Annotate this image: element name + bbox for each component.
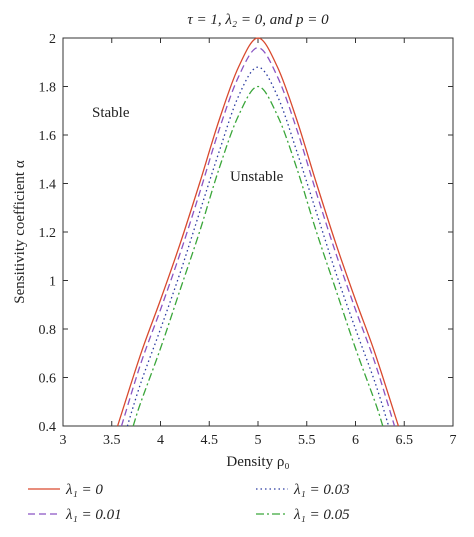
y-tick-label: 0.6 <box>39 372 57 387</box>
y-axis-title: Sensitivity coefficient α <box>12 160 28 304</box>
legend-label-2: λ₁ = 0.03 <box>293 482 350 498</box>
unstable-annotation: Unstable <box>230 169 284 185</box>
series-line-2 <box>126 66 390 427</box>
series-line-0 <box>116 37 400 427</box>
series-line-3 <box>132 85 384 427</box>
plot-area: 3 3.5 4 4.5 5 5.5 6 6.5 7 0.4 0.6 0.8 1 1.2 1.4 1.6 1.8… <box>39 32 457 448</box>
y-tick-label: 2 <box>49 32 56 47</box>
x-tick-label: 4.5 <box>201 433 219 448</box>
x-tick-label: 7 <box>450 433 457 448</box>
x-tick-label: 5 <box>255 433 262 448</box>
y-tick-label: 1.6 <box>39 129 57 144</box>
stable-annotation: Stable <box>92 105 130 121</box>
plot-frame <box>62 37 454 427</box>
y-tick-label: 1 <box>49 275 56 290</box>
legend: λ₁ = 0 λ₁ = 0.01 λ₁ = 0.03 λ₁ = 0.05 <box>28 482 350 523</box>
legend-label-1: λ₁ = 0.01 <box>65 507 122 523</box>
x-axis-ticks: 3 3.5 4 4.5 5 5.5 6 6.5 7 <box>60 38 457 448</box>
x-tick-label: 3 <box>60 433 67 448</box>
y-tick-label: 1.2 <box>39 226 57 241</box>
series-lines <box>116 37 400 427</box>
x-tick-label: 3.5 <box>103 433 121 448</box>
y-tick-label: 1.4 <box>39 178 57 193</box>
y-tick-label: 0.8 <box>39 323 57 338</box>
x-tick-label: 6.5 <box>396 433 414 448</box>
legend-label-0: λ₁ = 0 <box>65 482 103 498</box>
x-axis-title: Density ρ₀ <box>226 454 289 470</box>
legend-label-3: λ₁ = 0.05 <box>293 507 350 523</box>
x-tick-label: 5.5 <box>298 433 316 448</box>
chart-title: τ = 1, λ₂ = 0, and p = 0 <box>187 12 329 28</box>
x-tick-label: 4 <box>157 433 164 448</box>
series-line-1 <box>120 47 396 427</box>
y-tick-label: 1.8 <box>39 81 57 96</box>
y-axis-ticks: 0.4 0.6 0.8 1 1.2 1.4 1.6 1.8 2 <box>39 32 453 435</box>
y-tick-label: 0.4 <box>39 420 57 435</box>
x-tick-label: 6 <box>352 433 359 448</box>
